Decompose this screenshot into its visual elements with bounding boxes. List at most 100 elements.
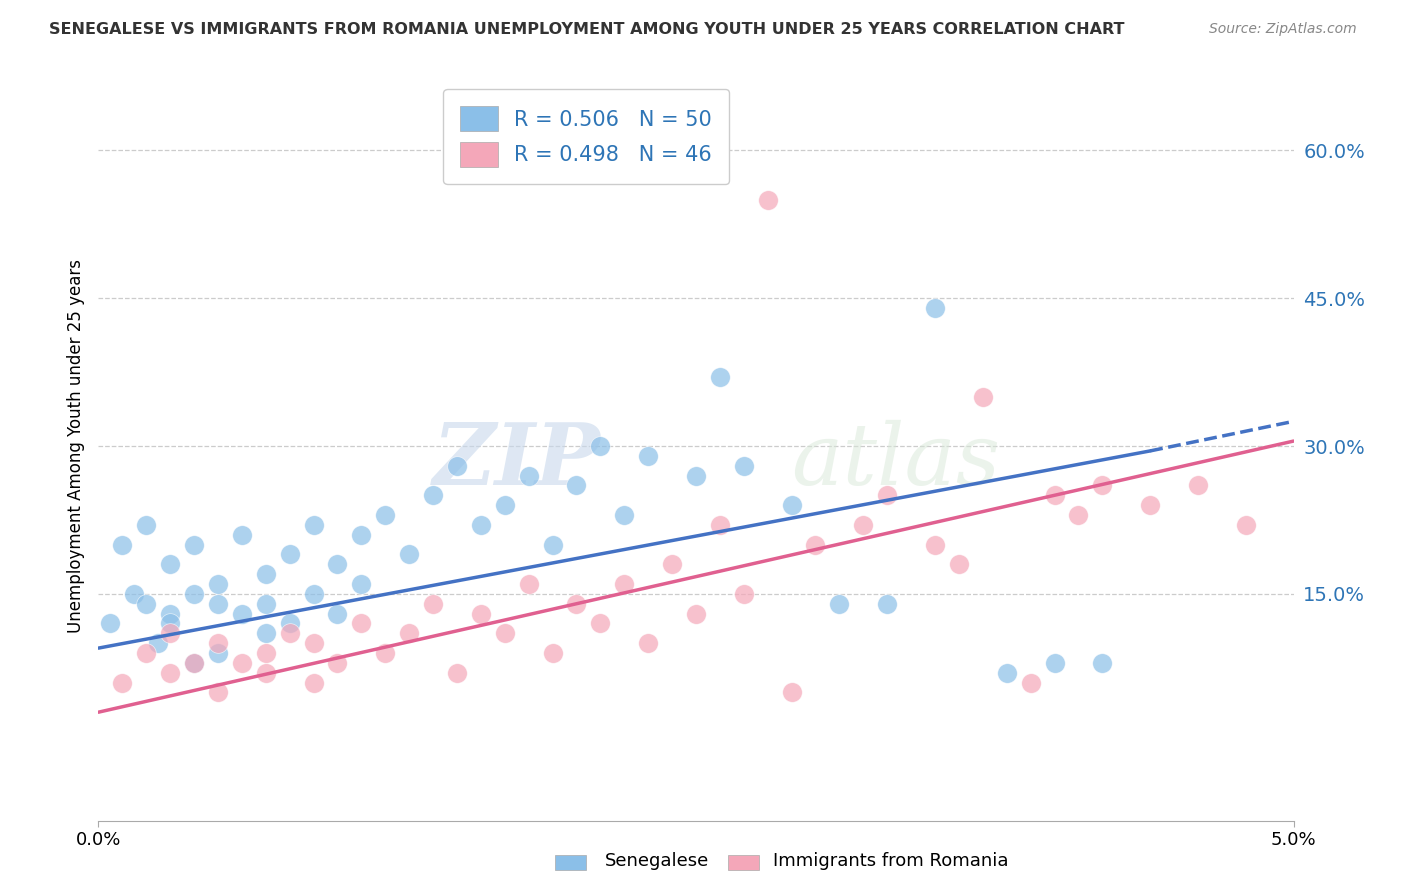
Point [709, 517, 731, 532]
Point [254, 567, 277, 582]
Point [517, 468, 540, 483]
Point [207, 646, 229, 660]
Point [876, 597, 898, 611]
Point [733, 458, 755, 473]
Text: atlas: atlas [792, 419, 1001, 502]
Point [302, 587, 325, 601]
Point [661, 558, 683, 572]
Point [494, 626, 516, 640]
Point [446, 665, 468, 680]
Point [278, 616, 301, 631]
Point [135, 597, 157, 611]
Point [254, 597, 277, 611]
Point [565, 478, 588, 492]
Point [135, 517, 157, 532]
Point [98, 616, 122, 631]
Point [183, 656, 205, 670]
Point [685, 468, 707, 483]
Point [159, 616, 181, 631]
Point [446, 458, 468, 473]
Point [374, 508, 396, 522]
Point [159, 558, 181, 572]
Point [517, 577, 540, 591]
Point [111, 675, 134, 690]
Point [613, 577, 636, 591]
Point [135, 646, 157, 660]
Point [231, 607, 253, 621]
Point [756, 193, 779, 207]
Point [111, 538, 134, 552]
Point [183, 656, 205, 670]
Text: Source: ZipAtlas.com: Source: ZipAtlas.com [1209, 22, 1357, 37]
Text: SENEGALESE VS IMMIGRANTS FROM ROMANIA UNEMPLOYMENT AMONG YOUTH UNDER 25 YEARS CO: SENEGALESE VS IMMIGRANTS FROM ROMANIA UN… [49, 22, 1125, 37]
Point [924, 538, 946, 552]
Point [398, 548, 420, 562]
Point [494, 498, 516, 512]
Point [350, 616, 373, 631]
Point [422, 488, 444, 502]
Point [1043, 488, 1066, 502]
Point [207, 636, 229, 650]
Point [159, 665, 181, 680]
Point [183, 587, 205, 601]
Point [159, 607, 181, 621]
Point [1091, 478, 1114, 492]
Point [207, 577, 229, 591]
Point [124, 587, 146, 601]
Point [254, 646, 277, 660]
Point [541, 646, 564, 660]
Point [278, 626, 301, 640]
Point [398, 626, 420, 640]
Point [326, 558, 349, 572]
Point [876, 488, 898, 502]
Point [278, 548, 301, 562]
Point [804, 538, 827, 552]
Point [852, 517, 875, 532]
Point [541, 538, 564, 552]
Point [207, 685, 229, 699]
Point [302, 675, 325, 690]
Point [159, 626, 181, 640]
Point [326, 607, 349, 621]
Point [637, 449, 659, 463]
Point [470, 607, 492, 621]
Point [924, 301, 946, 315]
Point [995, 665, 1018, 680]
Point [637, 636, 659, 650]
Point [470, 517, 492, 532]
Point [350, 527, 373, 541]
Point [1043, 656, 1066, 670]
Point [148, 636, 170, 650]
Point [972, 390, 994, 404]
Point [613, 508, 636, 522]
Text: ZIP: ZIP [433, 419, 600, 503]
Text: Immigrants from Romania: Immigrants from Romania [773, 852, 1008, 870]
Point [326, 656, 349, 670]
Point [780, 685, 803, 699]
Point [733, 587, 755, 601]
Point [1067, 508, 1090, 522]
Point [709, 370, 731, 384]
Point [589, 616, 612, 631]
Y-axis label: Unemployment Among Youth under 25 years: Unemployment Among Youth under 25 years [66, 259, 84, 633]
Point [828, 597, 851, 611]
Point [422, 597, 444, 611]
Point [374, 646, 396, 660]
Point [1187, 478, 1209, 492]
Point [1234, 517, 1257, 532]
Legend: R = 0.506   N = 50, R = 0.498   N = 46: R = 0.506 N = 50, R = 0.498 N = 46 [443, 89, 728, 184]
Point [207, 597, 229, 611]
Point [231, 527, 253, 541]
Point [685, 607, 707, 621]
Point [350, 577, 373, 591]
Point [565, 597, 588, 611]
Point [254, 665, 277, 680]
Point [948, 558, 970, 572]
Text: Senegalese: Senegalese [605, 852, 709, 870]
Point [183, 538, 205, 552]
Point [589, 439, 612, 453]
Point [254, 626, 277, 640]
Point [1019, 675, 1042, 690]
Point [1139, 498, 1161, 512]
Point [1091, 656, 1114, 670]
